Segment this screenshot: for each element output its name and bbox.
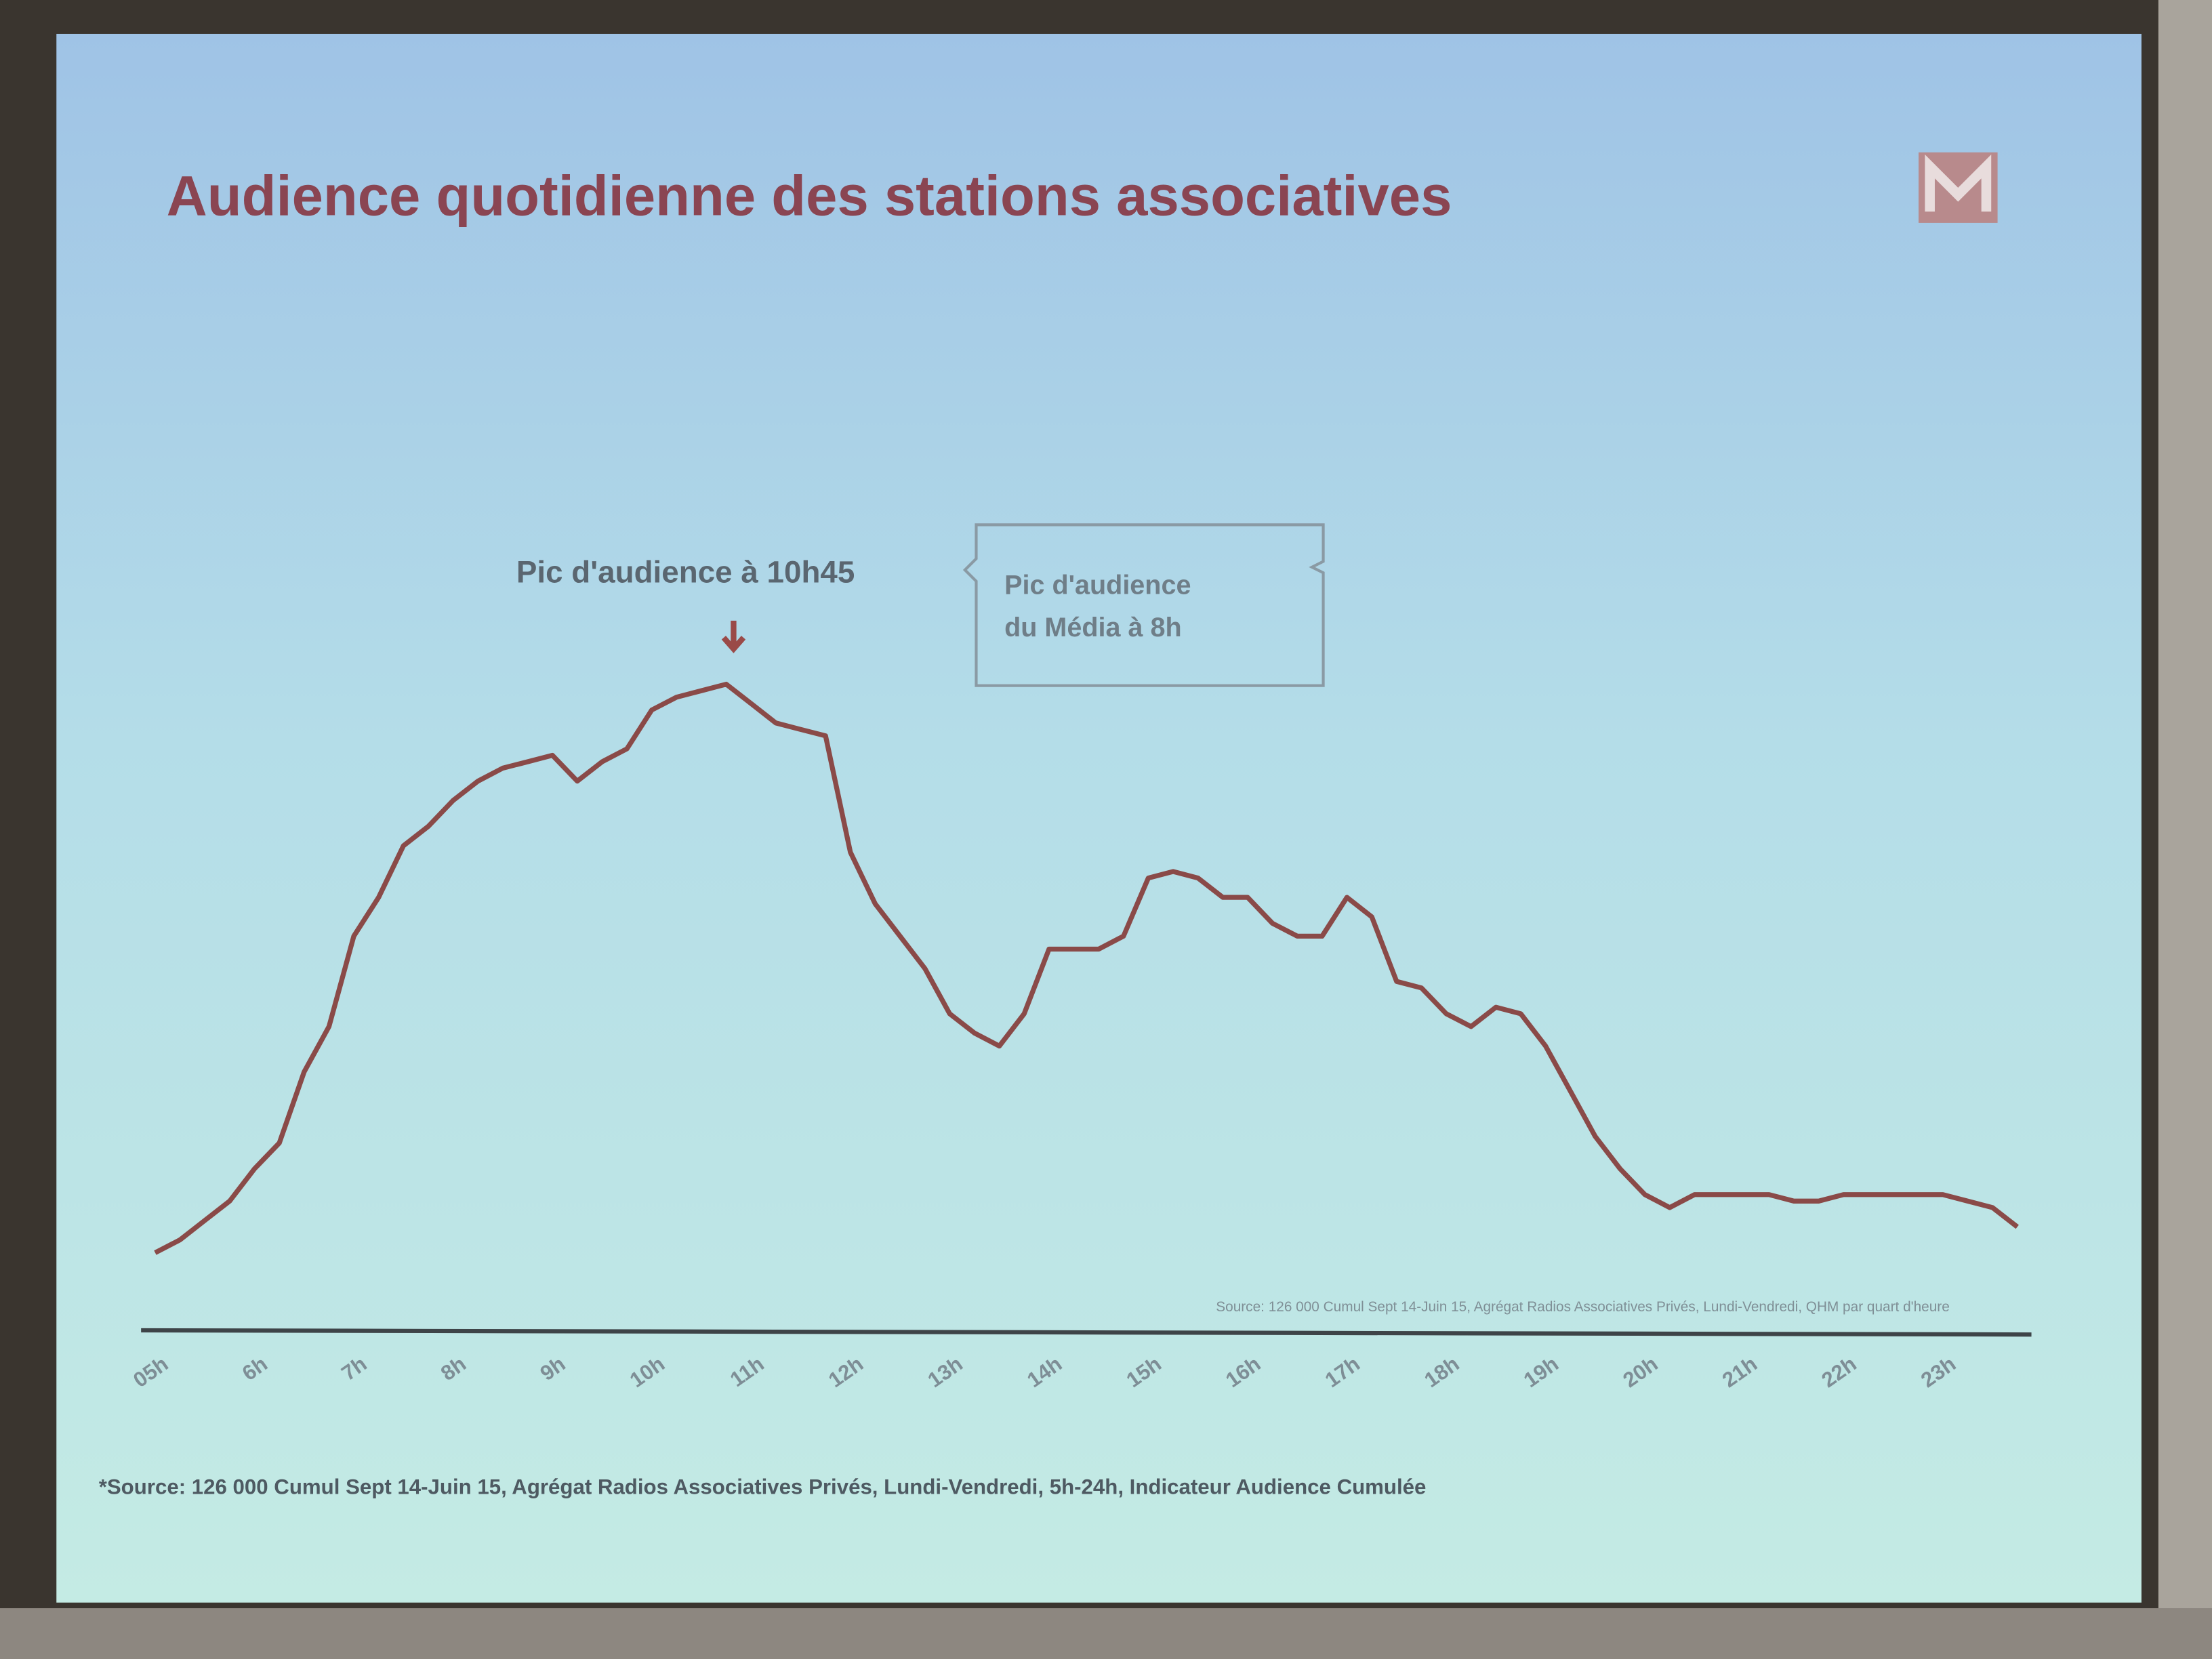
x-axis: [141, 1328, 2032, 1337]
slide: [56, 33, 2142, 1603]
callout-line: Pic d'audience: [1004, 570, 1191, 600]
wall-bottom: [0, 1608, 2212, 1659]
logo: [1919, 152, 1998, 223]
peak-arrow: [721, 620, 746, 653]
callout-line: du Média à 8h: [1004, 613, 1182, 642]
logo-m: [1925, 155, 1992, 212]
peak-annotation: Pic d'audience à 10h45: [516, 554, 855, 589]
source-note: Source: 126 000 Cumul Sept 14-Juin 15, A…: [1216, 1299, 1950, 1315]
line-series: [154, 681, 2019, 1255]
callout-box: [962, 523, 1325, 687]
wall: [2158, 0, 2212, 1659]
chart-title: Audience quotidienne des stations associ…: [167, 165, 1452, 228]
footnote: *Source: 126 000 Cumul Sept 14-Juin 15, …: [99, 1475, 1427, 1498]
